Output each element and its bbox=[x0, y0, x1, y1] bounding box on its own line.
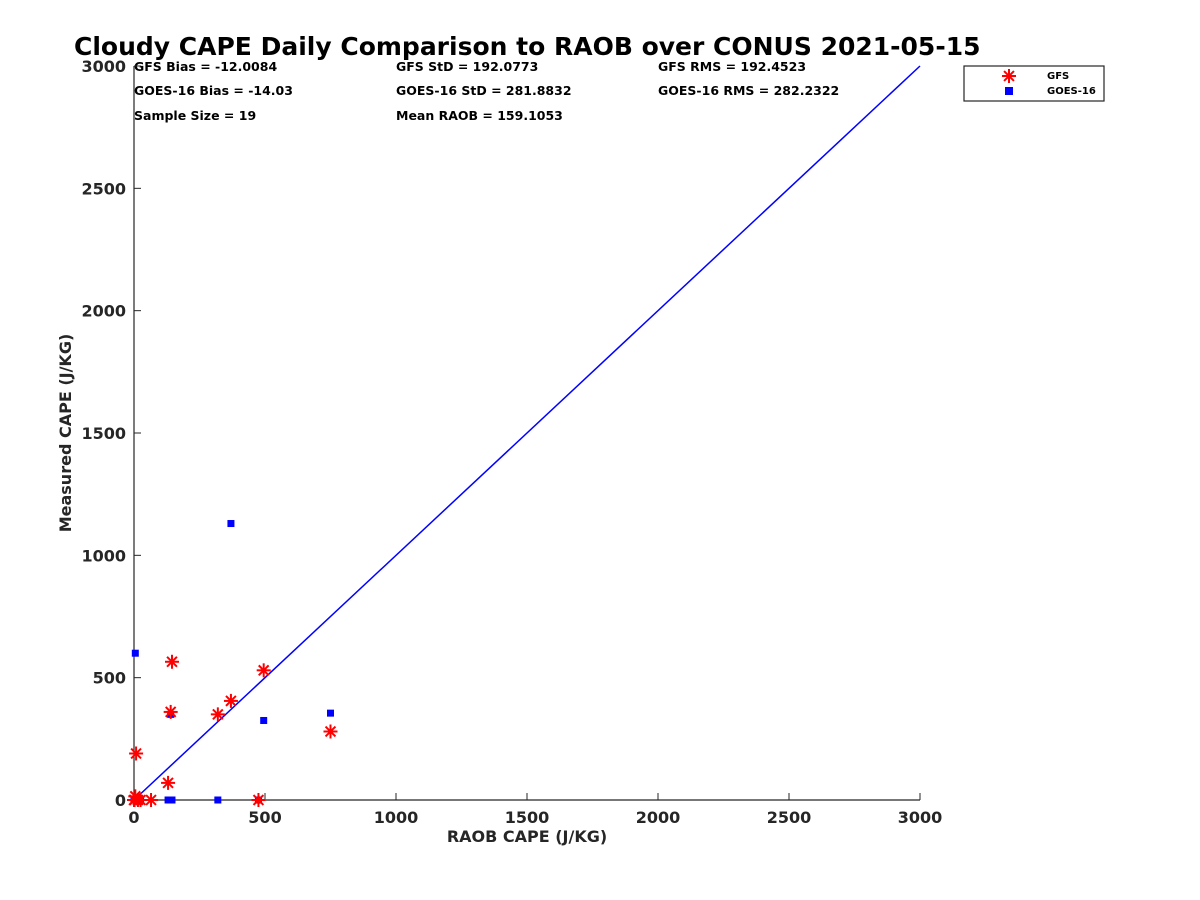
gfs-point bbox=[163, 704, 178, 719]
gfs-point bbox=[223, 693, 238, 708]
y-axis-ticks: 0 500 1000 1500 2000 2500 3000 bbox=[81, 57, 141, 810]
stat-label: GFS RMS = 192.4523 bbox=[658, 59, 806, 74]
x-axis-label: RAOB CAPE (J/KG) bbox=[447, 827, 607, 846]
legend-label: GOES-16 bbox=[1047, 86, 1096, 97]
y-tick-label: 3000 bbox=[81, 57, 126, 76]
gfs-point bbox=[129, 746, 144, 761]
goes16-point bbox=[327, 709, 334, 717]
stat-label: Mean RAOB = 159.1053 bbox=[396, 108, 563, 123]
x-tick-label: 0 bbox=[128, 808, 139, 827]
goes16-point bbox=[164, 796, 172, 804]
gfs-point bbox=[323, 724, 338, 739]
one-to-one-reference-line bbox=[133, 65, 921, 801]
gfs-point bbox=[210, 707, 225, 722]
gfs-point bbox=[144, 793, 159, 807]
y-tick-label: 2000 bbox=[81, 302, 126, 321]
x-tick-label: 2000 bbox=[636, 808, 681, 827]
goes16-point bbox=[131, 649, 139, 657]
y-tick-label: 1500 bbox=[81, 424, 126, 443]
stat-label: Sample Size = 19 bbox=[134, 108, 256, 123]
goes16-point bbox=[260, 716, 268, 724]
gfs-point bbox=[133, 793, 148, 807]
goes16-point bbox=[214, 796, 222, 804]
gfs-point bbox=[164, 654, 179, 669]
stat-label: GOES-16 Bias = -14.03 bbox=[134, 83, 293, 98]
y-tick-label: 2500 bbox=[81, 179, 126, 198]
legend-gfs-marker bbox=[1002, 69, 1016, 83]
x-tick-label: 2500 bbox=[767, 808, 812, 827]
x-tick-label: 1500 bbox=[505, 808, 550, 827]
data-points bbox=[127, 520, 338, 807]
legend-goes16-marker bbox=[1005, 87, 1013, 95]
legend-label: GFS bbox=[1047, 71, 1069, 82]
goes16-point bbox=[227, 520, 235, 528]
x-tick-label: 3000 bbox=[898, 808, 943, 827]
stat-label: GOES-16 RMS = 282.2322 bbox=[658, 83, 839, 98]
stat-label: GFS Bias = -12.0084 bbox=[134, 59, 277, 74]
gfs-point bbox=[256, 663, 271, 678]
x-tick-label: 500 bbox=[248, 808, 281, 827]
y-tick-label: 0 bbox=[115, 791, 126, 810]
chart-title: Cloudy CAPE Daily Comparison to RAOB ove… bbox=[74, 32, 980, 61]
stat-label: GFS StD = 192.0773 bbox=[396, 59, 538, 74]
legend: GFS GOES-16 bbox=[963, 65, 1105, 102]
legend-entries: GFS GOES-16 bbox=[1002, 69, 1096, 97]
x-tick-label: 1000 bbox=[374, 808, 419, 827]
gfs-point bbox=[161, 775, 176, 790]
y-axis-label: Measured CAPE (J/KG) bbox=[56, 334, 75, 533]
stats-panel: GFS Bias = -12.0084 GFS StD = 192.0773 GFS… bbox=[134, 59, 839, 123]
goes16-point bbox=[168, 796, 176, 804]
y-tick-label: 1000 bbox=[81, 546, 126, 565]
gfs-point bbox=[251, 793, 266, 807]
legend-box bbox=[963, 65, 1105, 102]
y-tick-label: 500 bbox=[93, 669, 126, 688]
x-axis-ticks: 0 500 1000 1500 2000 2500 3000 bbox=[128, 793, 942, 827]
stat-label: GOES-16 StD = 281.8832 bbox=[396, 83, 572, 98]
